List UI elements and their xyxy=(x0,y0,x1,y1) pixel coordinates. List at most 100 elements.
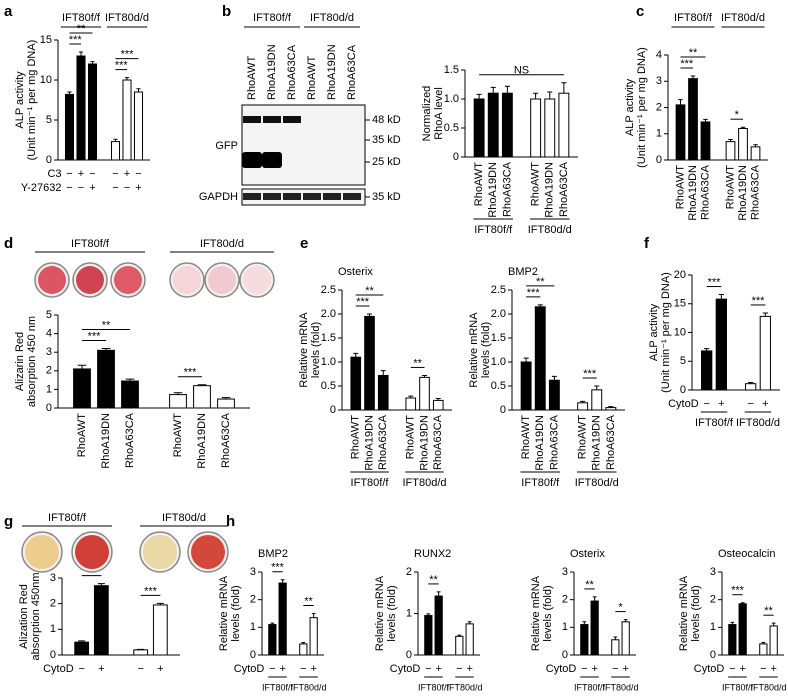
y-tick-label: 3 xyxy=(46,346,52,358)
significance-label: *** xyxy=(121,49,135,61)
significance-label: ** xyxy=(429,574,438,586)
y-tick-label: 2.5 xyxy=(491,284,506,296)
error-bar xyxy=(77,364,87,369)
category-label: RhoAWT xyxy=(724,165,736,209)
bar xyxy=(122,79,132,161)
error-bar xyxy=(704,348,710,351)
y-tick-label: 3 xyxy=(50,572,56,584)
category-label: RhoAWT xyxy=(473,162,485,206)
y-axis-label: Relative mRNA xyxy=(530,575,542,651)
group-label: IFT80f/f xyxy=(474,224,513,236)
y-tick-label: 1 xyxy=(710,621,716,633)
y-tick-label: 1 xyxy=(562,621,568,633)
bar xyxy=(133,649,149,656)
bar xyxy=(501,92,513,158)
condition-sign: − xyxy=(112,168,118,180)
y-axis-label: Normalized xyxy=(421,86,433,142)
error-bar xyxy=(490,86,496,94)
y-axis-label: Relative mRNA xyxy=(298,312,310,388)
y-axis-label: Relative mRNA xyxy=(218,575,230,651)
condition-sign: − xyxy=(760,663,766,675)
group-label: IFT80d/d xyxy=(105,12,149,24)
condition-sign: − xyxy=(612,663,618,675)
chart-title: Osterix xyxy=(570,548,605,560)
condition-sign: − xyxy=(703,398,709,410)
panel-letter: b xyxy=(222,3,231,20)
bar xyxy=(76,55,86,161)
condition-sign: + xyxy=(124,168,130,180)
condition-sign: − xyxy=(89,168,95,180)
significance-label: *** xyxy=(583,368,597,380)
error-bar xyxy=(523,357,529,362)
significance-label: *** xyxy=(708,276,722,288)
y-tick-label: 1 xyxy=(50,623,56,635)
bar xyxy=(738,603,747,656)
error-bar xyxy=(703,118,708,122)
category-label: RhoA19DN xyxy=(737,165,749,221)
bar xyxy=(473,98,485,158)
significance-label: ** xyxy=(365,285,374,297)
significance-label: ** xyxy=(304,595,313,607)
group-label: IFT80d/d xyxy=(402,477,446,489)
bar xyxy=(591,389,603,411)
condition-sign: − xyxy=(456,663,462,675)
significance-label: *** xyxy=(69,34,83,46)
y-axis-label: Relative mRNA xyxy=(374,575,386,651)
group-label: IFT80d/d xyxy=(602,682,638,692)
category-label: RhoAWT xyxy=(172,413,184,457)
bar xyxy=(621,621,630,656)
significance-label: *** xyxy=(271,562,285,574)
error-bar xyxy=(435,397,441,401)
y-tick-label: 15 xyxy=(40,34,52,46)
y-tick-label: 20 xyxy=(674,269,686,281)
blot-row-label: GAPDH xyxy=(199,191,238,203)
y-axis-label: ALP activity xyxy=(624,78,636,136)
bar xyxy=(169,394,187,409)
stained-well xyxy=(76,266,104,294)
marker-label: 25 kD xyxy=(372,156,401,168)
y-axis-label: (Unit min⁻¹ per mg DNA) xyxy=(26,40,38,161)
marker-label: 48 kD xyxy=(372,114,401,126)
error-bar xyxy=(124,77,130,80)
bar xyxy=(530,98,542,158)
significance-label: ** xyxy=(102,319,111,331)
panel-letter: d xyxy=(4,235,13,252)
y-tick-label: 1 xyxy=(656,128,662,140)
bar xyxy=(217,398,235,409)
error-bar xyxy=(156,602,164,605)
error-bar xyxy=(678,99,683,105)
group-label: IFT80f/f xyxy=(418,682,450,692)
y-axis-label: levels (fold) xyxy=(310,322,322,378)
bar xyxy=(728,624,737,656)
group-label: IFT80d/d xyxy=(162,512,206,524)
blot-band xyxy=(323,193,341,200)
group-label: IFT80f/f xyxy=(48,512,87,524)
y-tick-label: 0 xyxy=(656,154,662,166)
group-label: IFT80f/f xyxy=(62,12,101,24)
bar xyxy=(577,402,589,411)
y-tick-label: 0 xyxy=(50,649,56,661)
group-label: IFT80f/f xyxy=(674,12,713,24)
significance-label: *** xyxy=(680,58,694,70)
error-bar xyxy=(301,642,306,644)
stained-well xyxy=(114,266,142,294)
category-label: RhoA19DN xyxy=(591,415,603,471)
error-bar xyxy=(197,384,207,386)
error-bar xyxy=(740,126,746,129)
bar xyxy=(487,92,499,158)
condition-sign: + xyxy=(718,398,724,410)
group-label: IFT80f/f xyxy=(253,12,292,24)
y-axis-label: RhoA level xyxy=(433,87,445,140)
bar xyxy=(152,604,168,656)
error-bar xyxy=(551,375,557,381)
panel-letter: a xyxy=(4,3,13,20)
condition-sign: + xyxy=(739,663,745,675)
y-axis-label: levels (fold) xyxy=(690,585,702,641)
bar xyxy=(738,128,748,161)
significance-label: *** xyxy=(88,330,102,342)
condition-sign: + xyxy=(310,663,316,675)
error-bar xyxy=(771,622,776,626)
error-bar xyxy=(718,294,724,300)
error-bar xyxy=(533,92,539,99)
